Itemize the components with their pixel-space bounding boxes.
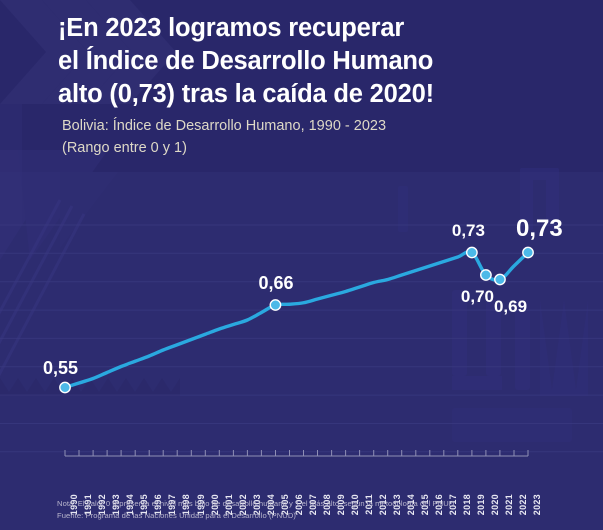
note-text: Nota: El valor 0 representa el nivel más…	[57, 499, 455, 508]
data-point-2019	[465, 246, 478, 259]
data-point-markers	[59, 246, 534, 394]
data-label-1990: 0,55	[43, 357, 79, 378]
title-line-2: el Índice de Desarrollo Humano	[58, 47, 434, 76]
data-label-2023: 0,73	[516, 214, 563, 242]
data-point-1990	[59, 381, 71, 394]
subtitle-line-1: Bolivia: Índice de Desarrollo Humano, 19…	[62, 118, 387, 134]
data-label-2005: 0,66	[258, 273, 294, 293]
footnotes: Nota: El valor 0 representa el nivel más…	[57, 498, 577, 523]
data-label-2021: 0,69	[493, 296, 528, 316]
data-point-2020	[480, 269, 492, 281]
subtitle-line-2: (Rango entre 0 y 1)	[62, 140, 187, 157]
header: ¡En 2023 logramos recuperar el Índice de…	[0, 0, 603, 172]
title-line-3: alto (0,73) tras la caída de 2020!	[58, 80, 434, 109]
data-point-2021	[494, 273, 506, 286]
hdi-line-chart	[0, 224, 603, 457]
hdi-line	[63, 250, 530, 390]
title-line-1: ¡En 2023 logramos recuperar	[58, 14, 405, 42]
data-point-2023	[522, 246, 534, 259]
x-axis	[64, 450, 529, 457]
gridlines	[0, 224, 603, 453]
data-point-2005	[269, 299, 282, 311]
x-axis-tick-labels: 1990 1991 1992 1993 1994 1995 1996 1997 1998 1999…	[0, 458, 603, 515]
chart-subtitle: Bolivia: Índice de Desarrollo Humano, 19…	[62, 115, 532, 159]
data-label-2019: 0,73	[451, 220, 485, 240]
page-title: ¡En 2023 logramos recuperar el Índice de…	[58, 12, 558, 111]
source-text: Fuente: Programa de las Naciones Unidas …	[57, 511, 297, 521]
data-label-2020: 0,70	[460, 287, 494, 306]
